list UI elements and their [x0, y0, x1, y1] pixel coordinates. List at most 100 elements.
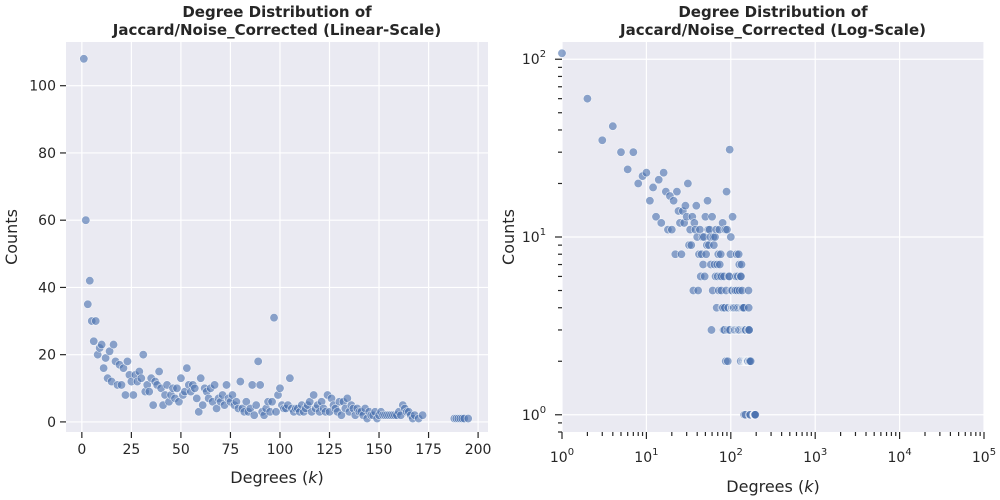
log-data-point: [608, 121, 618, 131]
log-data-point: [707, 212, 717, 222]
log-data-point: [691, 201, 701, 211]
log-title-line2: Jaccard/Noise_Corrected (Log-Scale): [619, 21, 926, 39]
log-x-tick-label: 105: [972, 447, 996, 466]
linear-x-tick-label: 0: [77, 442, 86, 458]
log-data-point: [725, 145, 735, 155]
log-data-point: [616, 147, 626, 157]
log-data-point: [728, 212, 738, 222]
linear-data-point: [190, 383, 200, 393]
log-data-point: [654, 175, 664, 185]
linear-data-point: [138, 350, 148, 360]
log-data-point: [703, 196, 713, 206]
log-x-tick-label: 103: [803, 447, 827, 466]
linear-data-point: [212, 403, 222, 413]
log-data-point: [656, 218, 666, 228]
linear-data-point: [89, 336, 99, 346]
linear-data-point: [79, 54, 89, 64]
linear-data-point: [81, 215, 91, 225]
linear-data-point: [174, 397, 184, 407]
linear-data-point: [144, 387, 154, 397]
log-data-point: [659, 168, 669, 178]
log-data-point: [701, 249, 711, 259]
linear-data-point: [418, 410, 428, 420]
linear-data-point: [148, 400, 158, 410]
linear-data-point: [227, 390, 237, 400]
log-data-point: [667, 225, 677, 235]
log-data-point: [716, 249, 726, 259]
log-data-point: [734, 249, 744, 259]
log-y-tick-label: 102: [522, 49, 546, 68]
linear-data-point: [235, 377, 245, 387]
linear-data-point: [249, 410, 259, 420]
log-ticks: 100 101 102 103 104 105 100 101 102: [522, 49, 996, 466]
log-x-tick-label: 102: [719, 447, 743, 466]
linear-data-point: [196, 373, 206, 383]
log-data-point: [676, 249, 686, 259]
log-data-point: [698, 260, 708, 270]
log-data-point: [669, 196, 679, 206]
linear-data-point: [97, 340, 107, 350]
log-gridlines: [561, 42, 985, 432]
log-data-point: [557, 48, 567, 58]
log-data-point: [597, 135, 607, 145]
log-data-point: [706, 325, 716, 335]
log-data-point: [700, 271, 710, 281]
linear-data-point: [241, 397, 251, 407]
linear-y-tick-label: 20: [38, 348, 56, 364]
log-data-point: [683, 178, 693, 188]
linear-x-tick-label: 175: [415, 442, 442, 458]
linear-data-point: [128, 390, 138, 400]
log-data-point: [744, 303, 754, 313]
linear-data-point: [309, 390, 319, 400]
log-data-point: [710, 232, 720, 242]
linear-data-point: [105, 346, 115, 356]
log-y-tick-label: 100: [522, 405, 546, 424]
log-data-point: [743, 286, 753, 296]
log-data-point: [582, 94, 592, 104]
linear-data-point: [198, 400, 208, 410]
linear-data-point: [85, 276, 95, 286]
log-x-tick-label: 101: [634, 447, 658, 466]
linear-data-point: [118, 363, 128, 373]
log-data-point: [722, 225, 732, 235]
linear-x-tick-label: 100: [267, 442, 294, 458]
log-data-point: [651, 212, 661, 222]
log-data-point: [744, 325, 754, 335]
linear-data-point: [255, 380, 265, 390]
linear-plot-area: [66, 42, 488, 432]
linear-data-point: [267, 397, 277, 407]
linear-y-tick-label: 40: [38, 280, 56, 296]
log-data-point: [672, 187, 682, 197]
linear-data-point: [109, 340, 119, 350]
linear-x-tick-label: 150: [366, 442, 393, 458]
log-data-point: [737, 260, 747, 270]
linear-y-tick-label: 80: [38, 146, 56, 162]
linear-data-point: [91, 316, 101, 326]
log-data-point: [648, 182, 658, 192]
linear-data-point: [172, 383, 182, 393]
linear-data-point: [136, 373, 146, 383]
linear-data-point: [269, 313, 279, 323]
linear-ylabel: Counts: [2, 209, 21, 265]
log-data-point: [645, 196, 655, 206]
log-xlabel: Degrees (k): [726, 477, 819, 496]
linear-data-point: [251, 400, 261, 410]
linear-data-point: [271, 407, 281, 417]
linear-data-point: [247, 380, 257, 390]
linear-data-point: [305, 397, 315, 407]
log-data-point: [750, 410, 760, 420]
log-data-point: [633, 178, 643, 188]
log-data-point: [736, 271, 746, 281]
linear-data-point: [342, 393, 352, 403]
linear-x-tick-label: 75: [222, 442, 240, 458]
linear-data-point: [120, 390, 130, 400]
linear-y-tick-label: 60: [38, 213, 56, 229]
log-data-point: [693, 286, 703, 296]
linear-data-point: [275, 383, 285, 393]
log-x-tick-label: 100: [550, 447, 574, 466]
log-data-point: [746, 356, 756, 366]
linear-data-point: [463, 414, 473, 424]
linear-data-point: [253, 356, 263, 366]
linear-data-point: [336, 410, 346, 420]
